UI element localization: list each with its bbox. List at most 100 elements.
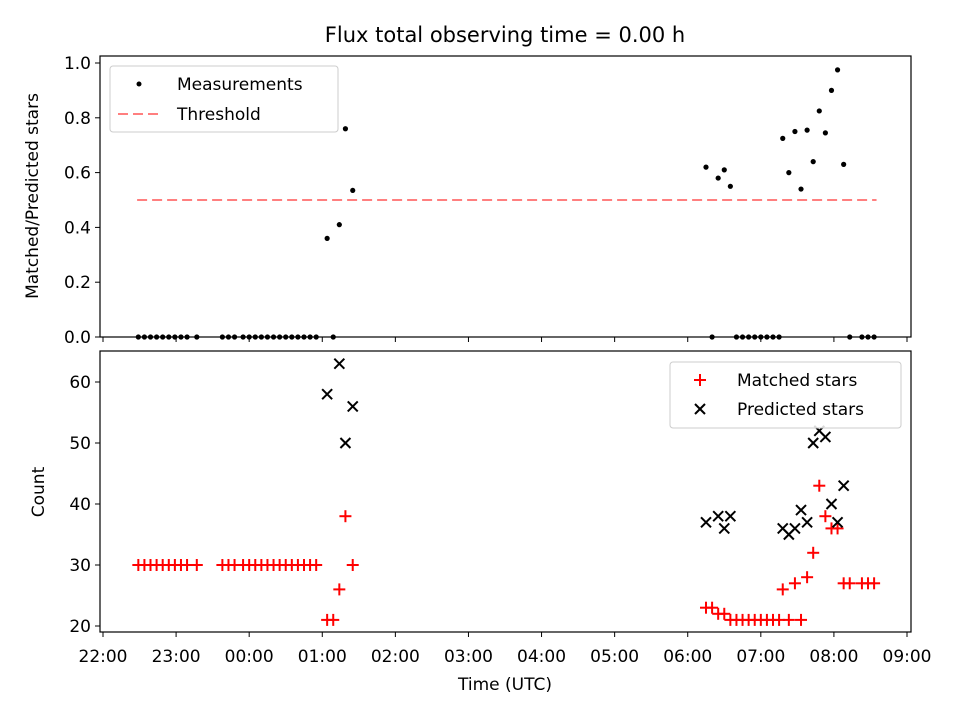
bottom-y-axis-label: Count (29, 466, 49, 517)
predicted-star-point (831, 516, 844, 529)
predicted-star-point (825, 498, 838, 510)
bottom-x-tick-label: 02:00 (371, 647, 420, 667)
matched-star-point (333, 583, 346, 596)
legend-measurements-marker (136, 81, 142, 87)
bottom-y-tick-label: 40 (69, 495, 91, 515)
measurement-points (135, 67, 877, 340)
measurement-point (703, 164, 709, 170)
matched-star-point (706, 601, 719, 614)
bottom-x-tick-label: 01:00 (298, 647, 347, 667)
matched-star-point (190, 559, 203, 571)
legend-predicted-label: Predicted stars (737, 400, 864, 420)
bottom-x-tick-label: 22:00 (79, 647, 128, 667)
bottom-panel: 20 30 40 50 60 22:00 23:00 00:00 01:00 02:00 03:0… (29, 350, 932, 695)
bottom-x-tick-label: 06:00 (663, 647, 712, 667)
measurement-point (834, 67, 841, 73)
top-y-axis-label: Matched/Predicted stars (23, 93, 43, 299)
predicted-star-point (321, 388, 333, 400)
measurement-point (810, 159, 816, 165)
bottom-y-tick-label: 30 (69, 556, 91, 576)
predicted-star-point (724, 510, 737, 522)
bottom-x-tick-label: 05:00 (590, 647, 639, 667)
legend-measurements-label: Measurements (177, 75, 303, 95)
bottom-x-tick-label: 23:00 (152, 647, 201, 667)
top-y-tick-label: 1.0 (64, 54, 91, 74)
bottom-x-tick-label: 04:00 (517, 647, 566, 667)
matched-star-point (868, 577, 881, 590)
predicted-star-point (718, 522, 730, 535)
predicted-star-point (801, 516, 813, 529)
bottom-x-ticks: 22:00 23:00 00:00 01:00 02:00 03:00 04:00 05:00… (79, 632, 932, 667)
measurement-point (336, 222, 342, 228)
top-y-tick-label: 0.6 (64, 164, 91, 184)
predicted-star-point (712, 510, 724, 522)
top-y-tick-label: 0.2 (64, 273, 91, 293)
bottom-x-tick-label: 03:00 (444, 647, 493, 667)
predicted-star-point (347, 400, 359, 413)
matched-star-point (813, 479, 826, 492)
predicted-star-point (837, 479, 850, 492)
measurement-point (822, 130, 828, 136)
bottom-y-tick-label: 60 (69, 373, 91, 393)
measurement-point (342, 126, 349, 132)
matched-star-point (346, 559, 359, 571)
measurement-point (780, 135, 786, 141)
top-panel: 0.0 0.2 0.4 0.6 0.8 1.0 Matched/Predicted sta… (23, 54, 912, 348)
measurement-point (715, 175, 721, 181)
predicted-star-point (789, 522, 801, 535)
matched-star-point (782, 613, 795, 626)
measurement-point (721, 167, 727, 173)
bottom-x-tick-label: 09:00 (883, 647, 932, 667)
matched-star-point (327, 613, 340, 626)
bottom-y-tick-label: 20 (69, 617, 91, 637)
matched-star-point (776, 583, 789, 596)
measurement-point (786, 170, 792, 176)
bottom-y-tick-label: 50 (69, 434, 91, 454)
predicted-star-point (339, 437, 352, 449)
matched-star-point (801, 571, 814, 584)
measurement-point (798, 186, 804, 192)
predicted-star-point (807, 437, 819, 449)
predicted-star-point (333, 357, 346, 370)
measurement-point (324, 235, 330, 241)
bottom-x-tick-label: 07:00 (736, 647, 785, 667)
bottom-x-tick-label: 00:00 (225, 647, 274, 667)
top-plot-frame (99, 55, 912, 338)
legend-matched-marker (694, 374, 706, 386)
predicted-star-point (700, 516, 712, 529)
top-legend: Measurements Threshold (109, 65, 339, 133)
bottom-x-tick-label: 08:00 (809, 647, 858, 667)
legend-matched-label: Matched stars (737, 371, 857, 391)
top-x-ticks (102, 337, 908, 342)
matched-star-point (831, 522, 844, 535)
measurement-point (727, 183, 733, 189)
bottom-plot-frame (99, 350, 912, 633)
matched-star-points (132, 479, 881, 626)
measurement-point (828, 87, 835, 93)
measurement-point (804, 127, 810, 133)
chart-title: Flux total observing time = 0.00 h (325, 23, 685, 47)
predicted-star-point (819, 431, 832, 443)
matched-star-point (339, 510, 352, 523)
matched-star-point (795, 613, 808, 626)
matched-star-point (843, 577, 856, 590)
measurement-point (792, 128, 798, 135)
legend-threshold-label: Threshold (176, 105, 261, 125)
matched-star-point (807, 546, 820, 559)
top-y-ticks: 0.0 0.2 0.4 0.6 0.8 1.0 (64, 54, 100, 348)
top-y-tick-label: 0.4 (64, 218, 91, 238)
measurement-point (841, 161, 847, 167)
measurement-point (350, 187, 356, 194)
predicted-star-point (795, 504, 807, 516)
measurement-point (816, 108, 822, 114)
bottom-y-ticks: 20 30 40 50 60 (69, 373, 100, 637)
bottom-x-axis-label: Time (UTC) (457, 675, 552, 695)
matched-star-point (718, 607, 731, 620)
top-y-tick-label: 0.0 (64, 328, 91, 348)
matched-star-point (788, 577, 801, 590)
bottom-legend: Matched stars Predicted stars (669, 361, 902, 429)
top-y-tick-label: 0.8 (64, 109, 91, 129)
legend-predicted-marker (694, 403, 706, 415)
matched-star-point (310, 559, 323, 571)
